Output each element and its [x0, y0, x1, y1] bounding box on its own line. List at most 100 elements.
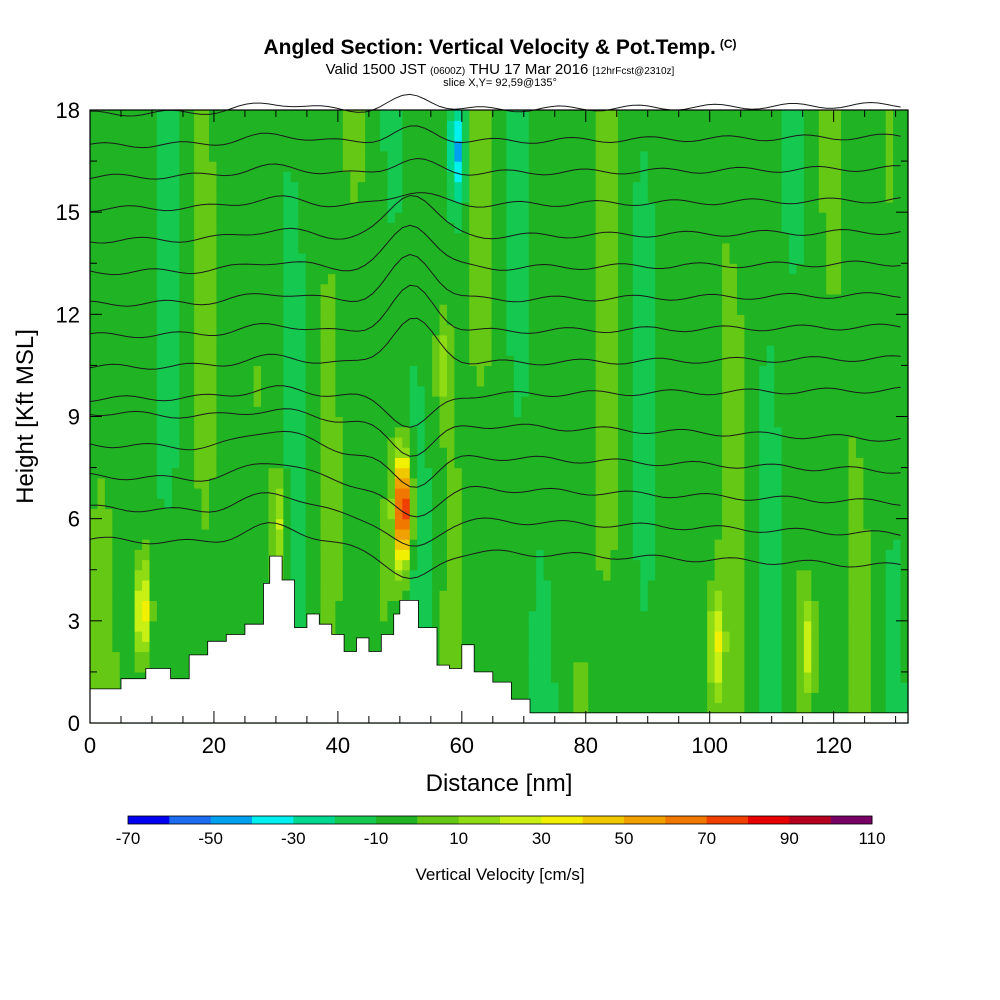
- heatmap-cell: [506, 212, 515, 223]
- heatmap-cell: [617, 242, 627, 254]
- heatmap-cell: [208, 130, 218, 142]
- heatmap-cell: [573, 406, 582, 418]
- heatmap-cell: [692, 651, 701, 663]
- heatmap-cell: [156, 661, 165, 673]
- heatmap-cell: [484, 334, 493, 346]
- heatmap-cell: [305, 355, 314, 367]
- heatmap-cell: [454, 171, 463, 183]
- heatmap-cell: [484, 283, 493, 295]
- heatmap-cell: [632, 590, 641, 601]
- heatmap-cell: [417, 457, 426, 469]
- heatmap-cell: [580, 222, 589, 234]
- heatmap-cell: [112, 396, 121, 407]
- heatmap-cell: [446, 242, 455, 254]
- heatmap-cell: [536, 273, 545, 285]
- heatmap-cell: [677, 620, 686, 632]
- heatmap-cell: [699, 498, 708, 510]
- heatmap-cell: [298, 232, 307, 244]
- heatmap-cell: [513, 569, 522, 581]
- heatmap-cell: [387, 150, 396, 162]
- heatmap-cell: [298, 375, 307, 387]
- heatmap-cell: [186, 304, 195, 315]
- heatmap-cell: [424, 426, 433, 438]
- heatmap-cell: [238, 508, 247, 520]
- heatmap-cell: [662, 201, 671, 213]
- heatmap-cell: [558, 549, 567, 561]
- heatmap-cell: [595, 641, 604, 653]
- heatmap-cell: [491, 590, 500, 601]
- heatmap-cell: [699, 212, 708, 223]
- heatmap-cell: [484, 222, 493, 234]
- heatmap-cell: [617, 528, 627, 540]
- heatmap-cell: [551, 171, 560, 183]
- heatmap-cell: [305, 314, 314, 326]
- heatmap-cell: [513, 651, 522, 663]
- heatmap-cell: [402, 579, 411, 591]
- heatmap-cell: [179, 406, 188, 418]
- heatmap-cell: [305, 477, 314, 489]
- heatmap-cell: [417, 426, 426, 438]
- heatmap-cell: [417, 253, 426, 264]
- heatmap-cell: [551, 355, 560, 367]
- heatmap-cell: [491, 242, 500, 254]
- heatmap-cell: [305, 396, 314, 407]
- heatmap-cell: [469, 171, 478, 183]
- heatmap-cell: [595, 396, 604, 407]
- heatmap-cell: [179, 447, 188, 458]
- heatmap-cell: [179, 324, 188, 336]
- heatmap-cell: [380, 508, 389, 520]
- heatmap-cell: [119, 651, 128, 663]
- heatmap-cell: [699, 110, 708, 121]
- heatmap-cell: [491, 436, 500, 448]
- heatmap-cell: [142, 661, 151, 673]
- heatmap-cell: [327, 467, 336, 479]
- heatmap-cell: [119, 426, 128, 438]
- heatmap-cell: [90, 253, 99, 264]
- heatmap-cell: [617, 324, 627, 336]
- heatmap-cell: [179, 498, 188, 510]
- heatmap-cell: [499, 651, 508, 663]
- heatmap-cell: [238, 569, 247, 581]
- heatmap-cell: [439, 396, 448, 407]
- heatmap-cell: [632, 365, 641, 377]
- heatmap-cell: [677, 549, 686, 561]
- heatmap-cell: [580, 569, 589, 581]
- heatmap-cell: [446, 212, 455, 223]
- heatmap-cell: [327, 140, 336, 152]
- heatmap-cell: [670, 539, 679, 550]
- heatmap-cell: [565, 436, 574, 448]
- heatmap-cell: [216, 314, 225, 326]
- heatmap-cell: [179, 293, 188, 305]
- heatmap-cell: [216, 253, 225, 264]
- heatmap-cell: [432, 375, 441, 387]
- heatmap-cell: [104, 365, 113, 377]
- heatmap-cell: [365, 385, 374, 397]
- heatmap-cell: [112, 232, 121, 244]
- heatmap-cell: [439, 222, 448, 234]
- heatmap-cell: [394, 150, 403, 162]
- heatmap-cell: [208, 201, 218, 213]
- heatmap-cell: [253, 498, 262, 510]
- heatmap-cell: [424, 314, 433, 326]
- heatmap-cell: [617, 702, 627, 714]
- heatmap-cell: [119, 253, 128, 264]
- heatmap-cell: [216, 191, 225, 203]
- heatmap-cell: [499, 508, 508, 520]
- heatmap-cell: [617, 518, 627, 530]
- heatmap-cell: [454, 579, 463, 591]
- heatmap-cell: [446, 375, 455, 387]
- heatmap-cell: [551, 620, 560, 632]
- heatmap-cell: [632, 692, 641, 704]
- heatmap-cell: [171, 365, 180, 377]
- heatmap-cell: [261, 304, 270, 315]
- heatmap-cell: [372, 559, 381, 571]
- heatmap-cell: [513, 283, 522, 295]
- heatmap-cell: [342, 559, 351, 571]
- heatmap-cell: [246, 140, 255, 152]
- heatmap-cell: [335, 467, 344, 479]
- heatmap-cell: [194, 590, 203, 601]
- heatmap-cell: [164, 457, 173, 469]
- heatmap-cell: [640, 600, 649, 612]
- heatmap-cell: [469, 263, 478, 275]
- heatmap-cell: [402, 232, 411, 244]
